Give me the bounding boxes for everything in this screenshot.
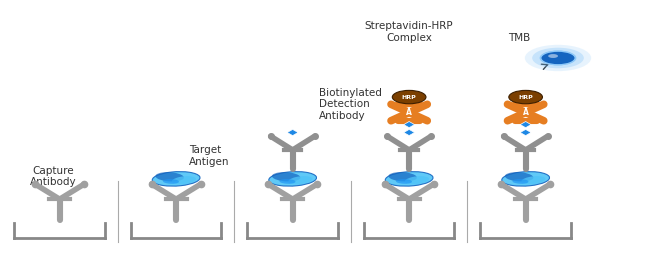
Circle shape (393, 90, 426, 104)
Ellipse shape (280, 179, 296, 184)
Circle shape (509, 90, 543, 104)
Text: A: A (523, 108, 528, 117)
Ellipse shape (405, 176, 429, 184)
Ellipse shape (512, 179, 528, 184)
Polygon shape (520, 121, 531, 128)
Circle shape (541, 51, 575, 65)
Ellipse shape (389, 172, 417, 181)
Ellipse shape (163, 179, 179, 184)
Text: Target
Antigen: Target Antigen (189, 145, 229, 166)
Circle shape (548, 54, 558, 58)
Polygon shape (404, 121, 415, 128)
Ellipse shape (385, 172, 433, 186)
Polygon shape (520, 129, 531, 136)
Ellipse shape (172, 176, 196, 184)
Ellipse shape (396, 179, 412, 184)
Ellipse shape (272, 172, 300, 181)
Ellipse shape (521, 176, 545, 184)
Ellipse shape (155, 172, 184, 181)
Ellipse shape (505, 172, 534, 181)
Circle shape (532, 48, 584, 68)
Ellipse shape (152, 172, 200, 186)
Text: HRP: HRP (402, 95, 417, 100)
Text: A: A (406, 108, 412, 117)
Polygon shape (287, 129, 298, 136)
Ellipse shape (289, 176, 313, 184)
Ellipse shape (502, 172, 549, 186)
Text: TMB: TMB (508, 32, 530, 43)
Text: Capture
Antibody: Capture Antibody (30, 166, 77, 187)
Ellipse shape (268, 172, 317, 186)
Text: HRP: HRP (518, 95, 533, 100)
Text: Streptavidin-HRP
Complex: Streptavidin-HRP Complex (365, 21, 454, 43)
Polygon shape (404, 129, 415, 136)
Text: Biotinylated
Detection
Antibody: Biotinylated Detection Antibody (318, 88, 382, 121)
Circle shape (525, 45, 592, 71)
Circle shape (540, 51, 577, 65)
